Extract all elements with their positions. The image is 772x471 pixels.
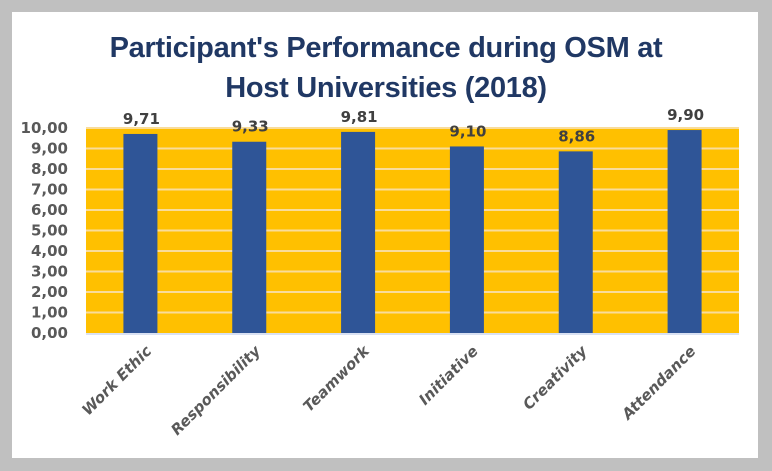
bar	[449, 146, 484, 333]
data-label: 9,81	[341, 108, 378, 126]
data-label: 9,33	[232, 118, 269, 136]
y-tick-label: 10,00	[21, 119, 68, 137]
bar	[667, 130, 702, 333]
bars	[123, 130, 702, 333]
data-label: 9,90	[667, 106, 704, 124]
category-label: Work Ethic	[78, 342, 155, 419]
y-tick-label: 2,00	[31, 283, 68, 301]
y-axis-tick-labels: 0,00 1,00 2,00 3,00 4,00 5,00 6,00 7,00 8,00 9,00…	[21, 119, 68, 342]
y-tick-label: 6,00	[31, 201, 68, 219]
data-labels: 9,71 9,33 9,81 9,10 8,86 9,90	[123, 106, 704, 145]
data-label: 9,71	[123, 110, 160, 128]
bar	[123, 133, 158, 333]
category-label: Responsibility	[167, 341, 265, 439]
y-tick-label: 1,00	[31, 304, 68, 322]
y-tick-label: 3,00	[31, 263, 68, 281]
category-label: Initiative	[415, 342, 482, 409]
chart-title-line-1: Participant's Performance during OSM at	[109, 32, 663, 64]
data-label: 8,86	[558, 127, 595, 145]
gridlines	[86, 127, 739, 314]
chart-title: Participant's Performance during OSM at …	[0, 28, 772, 108]
y-tick-label: 4,00	[31, 242, 68, 260]
y-tick-label: 0,00	[31, 324, 68, 342]
chart-title-line-2: Host Universities (2018)	[225, 72, 547, 104]
category-label: Attendance	[618, 342, 700, 424]
data-label: 9,10	[449, 122, 486, 140]
y-tick-label: 9,00	[31, 140, 68, 158]
category-labels: Work Ethic Responsibility Teamwork Initiati…	[78, 341, 699, 439]
category-label: Teamwork	[300, 341, 374, 415]
y-tick-label: 7,00	[31, 181, 68, 199]
bar	[232, 141, 267, 333]
y-tick-label: 8,00	[31, 160, 68, 178]
bar	[341, 131, 376, 333]
y-tick-label: 5,00	[31, 222, 68, 240]
bar	[558, 151, 593, 333]
category-label: Creativity	[519, 341, 591, 413]
